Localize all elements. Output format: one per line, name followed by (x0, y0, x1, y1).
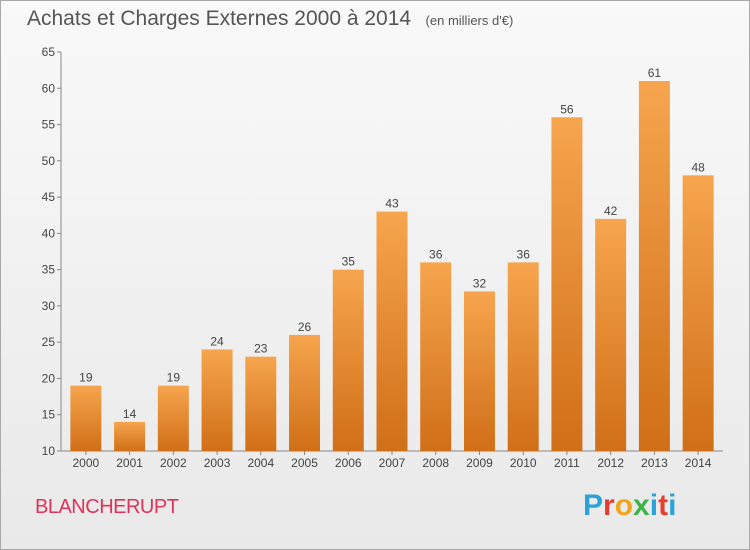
logo-letter: t (658, 489, 669, 522)
bar-2011 (551, 117, 583, 452)
x-tick-label: 2006 (335, 456, 362, 470)
bar-2012 (595, 218, 627, 451)
chart-bars (70, 81, 714, 452)
chart-title-unit: (en milliers d'€) (425, 13, 514, 28)
y-tick-label: 20 (42, 371, 56, 385)
bar-2005 (289, 334, 321, 451)
data-label-2012: 42 (604, 204, 618, 218)
x-tick-label: 2005 (291, 456, 318, 470)
chart-data-labels: 19 14 19 24 23 26 35 43 36 32 36 56 42 61 48 (79, 66, 705, 421)
x-tick-label: 2009 (466, 456, 493, 470)
logo-letter: P (583, 489, 604, 522)
x-tick-label: 2012 (597, 456, 624, 470)
logo-letter: r (603, 489, 615, 522)
logo-letter: o (614, 489, 634, 522)
bar-2013 (638, 81, 670, 451)
y-tick-label: 25 (42, 335, 56, 349)
bar-2003 (201, 349, 233, 451)
data-label-2005: 26 (298, 320, 312, 334)
logo-letter: x (633, 489, 650, 522)
x-tick-label: 2000 (73, 456, 100, 470)
bar-2007 (376, 211, 408, 451)
data-label-2002: 19 (167, 371, 181, 385)
x-tick-label: 2003 (204, 456, 231, 470)
x-tick-label: 2002 (160, 456, 187, 470)
bar-2001 (114, 421, 146, 451)
chart-title-main: Achats et Charges Externes 2000 à 2014 (27, 7, 412, 30)
x-tick-label: 2001 (116, 456, 143, 470)
y-tick-label: 10 (42, 444, 56, 458)
data-label-2004: 23 (254, 342, 268, 356)
commune-name: BLANCHERUPT (35, 496, 179, 518)
y-tick-label: 40 (42, 226, 56, 240)
data-label-2001: 14 (123, 407, 137, 421)
data-label-2009: 32 (473, 276, 487, 290)
data-label-2003: 24 (210, 334, 224, 348)
data-label-2011: 56 (560, 102, 574, 116)
data-label-2010: 36 (517, 247, 531, 261)
bar-2002 (157, 385, 189, 451)
data-label-2007: 43 (385, 197, 399, 211)
x-tick-label: 2007 (379, 456, 406, 470)
y-tick-label: 65 (42, 45, 56, 59)
data-label-2000: 19 (79, 371, 93, 385)
y-tick-label: 60 (42, 81, 56, 95)
y-tick-label: 30 (42, 299, 56, 313)
data-label-2006: 35 (342, 255, 356, 269)
bar-2010 (507, 262, 539, 451)
bar-2009 (463, 291, 495, 451)
logo-letter: i (668, 489, 677, 522)
bar-2008 (420, 262, 452, 451)
chart-title: Achats et Charges Externes 2000 à 2014 (… (27, 7, 513, 31)
bar-2006 (332, 269, 364, 451)
x-tick-label: 2013 (641, 456, 668, 470)
data-label-2014: 48 (691, 160, 705, 174)
x-tick-label: 2004 (247, 456, 274, 470)
x-tick-label: 2008 (422, 456, 449, 470)
bar-2004 (245, 356, 277, 451)
y-tick-label: 50 (42, 154, 56, 168)
data-label-2008: 36 (429, 247, 443, 261)
proxiti-logo: Proxiti (583, 489, 676, 523)
x-tick-label: 2014 (685, 456, 712, 470)
y-tick-label: 45 (42, 190, 56, 204)
data-label-2013: 61 (648, 66, 662, 80)
y-tick-label: 35 (42, 263, 56, 277)
y-tick-label: 55 (42, 118, 56, 132)
bar-2014 (682, 175, 714, 451)
logo-letter: i (649, 489, 659, 522)
y-tick-label: 15 (42, 408, 56, 422)
x-tick-label: 2010 (510, 456, 537, 470)
bar-2000 (70, 385, 102, 451)
x-tick-label: 2011 (554, 456, 580, 470)
